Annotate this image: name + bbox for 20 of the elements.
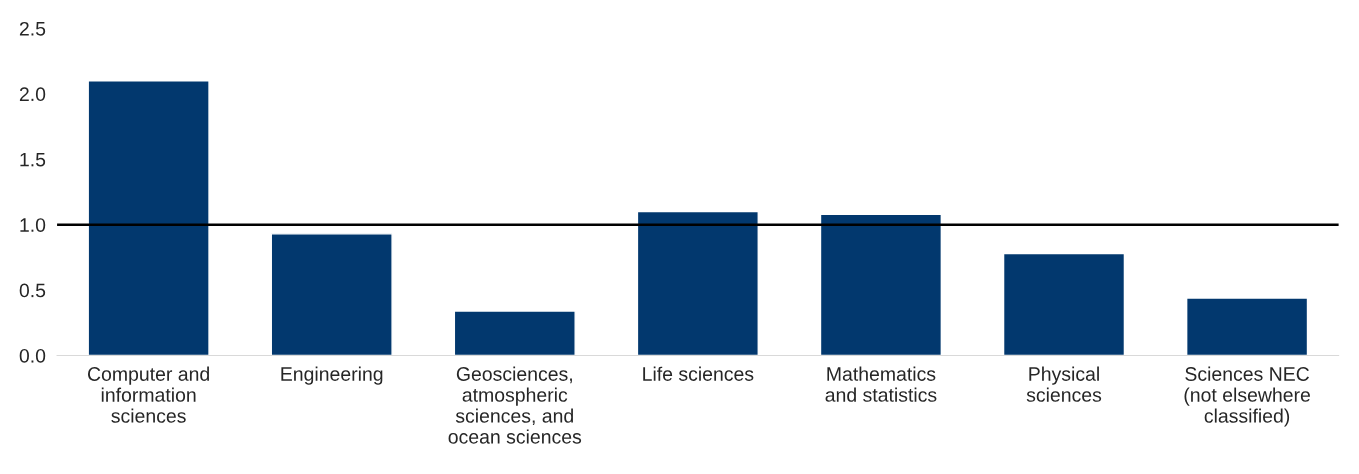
y-tick-label: 0.0 — [19, 348, 46, 363]
bar — [453, 310, 576, 356]
y-tick-label: 2.0 — [19, 87, 46, 102]
y-tick-label: 1.0 — [20, 218, 46, 232]
bar — [819, 213, 943, 356]
x-tick-label: Sciences NEC (not elsewhere classified) — [1184, 366, 1310, 427]
y-tick-label: 0.5 — [19, 283, 46, 298]
x-tick-label: Computer and information sciences — [88, 366, 209, 423]
bar — [636, 210, 759, 356]
x-tick-label: Engineering — [281, 366, 383, 385]
x-tick-label: Physical sciences — [1026, 366, 1102, 402]
y-tick-label: 2.5 — [19, 21, 46, 36]
bar — [270, 233, 393, 356]
x-tick-label: Mathematics and statistics — [825, 366, 937, 402]
bar — [1185, 297, 1309, 356]
x-tick-label: Life sciences — [643, 366, 754, 381]
bar — [87, 80, 210, 356]
bar — [1002, 252, 1126, 356]
y-tick-label: 1.5 — [20, 152, 46, 167]
x-tick-label: Geosciences, atmospheric sciences, and ocean sciences — [448, 366, 582, 444]
